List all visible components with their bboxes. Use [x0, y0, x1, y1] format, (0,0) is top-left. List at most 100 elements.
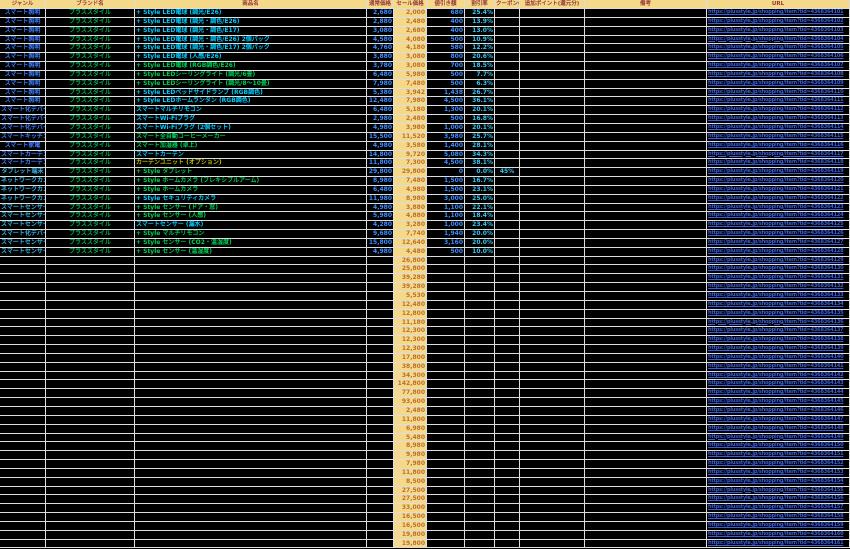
brand-cell[interactable]: プラススタイル [46, 70, 135, 80]
discount-amount-cell[interactable]: 4,500 [427, 159, 465, 169]
discount-rate-cell[interactable]: 13.0% [465, 26, 495, 36]
discount-amount-cell[interactable] [427, 513, 465, 522]
coupon-cell[interactable] [495, 495, 520, 505]
column-header-discount-rate[interactable]: 割引率 [465, 0, 495, 9]
genre-cell[interactable] [0, 398, 46, 407]
coupon-cell[interactable] [495, 398, 520, 407]
url-link[interactable]: https://plusstyle.jp/shopping/item?tid=4… [707, 336, 850, 346]
genre-cell[interactable]: スマート照明 [0, 26, 46, 36]
regular-price-cell[interactable]: 6,480 [367, 185, 394, 195]
points-cell[interactable] [520, 477, 585, 487]
sale-price-cell[interactable]: 26,800 [394, 256, 427, 266]
product-name-cell[interactable] [135, 371, 367, 381]
url-link[interactable]: https://plusstyle.jp/shopping/item?tid=4… [707, 318, 850, 328]
brand-cell[interactable] [46, 318, 135, 328]
regular-price-cell[interactable] [367, 292, 394, 301]
points-cell[interactable] [520, 17, 585, 27]
product-name-cell[interactable]: + Style LEDシーリングライト (調光/6畳) [135, 70, 367, 80]
regular-price-cell[interactable]: 4,760 [367, 44, 394, 54]
discount-rate-cell[interactable] [465, 477, 495, 487]
column-header-product-name[interactable]: 商品名 [135, 0, 367, 9]
brand-cell[interactable] [46, 371, 135, 381]
regular-price-cell[interactable]: 11,800 [367, 159, 394, 169]
points-cell[interactable] [520, 53, 585, 63]
url-link[interactable]: https://plusstyle.jp/shopping/item?tid=4… [707, 406, 850, 416]
coupon-cell[interactable] [495, 504, 520, 514]
brand-cell[interactable]: プラススタイル [46, 88, 135, 98]
url-link[interactable]: https://plusstyle.jp/shopping/item?tid=4… [707, 221, 850, 231]
regular-price-cell[interactable]: 12,480 [367, 97, 394, 107]
note-cell[interactable] [585, 106, 707, 116]
product-name-cell[interactable]: スマートカーテン [135, 150, 367, 160]
brand-cell[interactable]: プラススタイル [46, 106, 135, 116]
discount-amount-cell[interactable] [427, 292, 465, 301]
points-cell[interactable] [520, 530, 585, 540]
regular-price-cell[interactable] [367, 504, 394, 514]
discount-rate-cell[interactable] [465, 415, 495, 425]
note-cell[interactable] [585, 79, 707, 89]
discount-amount-cell[interactable]: 1,400 [427, 141, 465, 151]
coupon-cell[interactable] [495, 415, 520, 425]
note-cell[interactable] [585, 185, 707, 195]
genre-cell[interactable]: スマート化デバイス [0, 106, 46, 116]
brand-cell[interactable] [46, 300, 135, 310]
note-cell[interactable] [585, 177, 707, 186]
note-cell[interactable] [585, 44, 707, 54]
discount-rate-cell[interactable] [465, 336, 495, 346]
sale-price-cell[interactable]: 12,640 [394, 238, 427, 248]
genre-cell[interactable] [0, 309, 46, 319]
sale-price-cell[interactable]: 8,980 [394, 194, 427, 204]
note-cell[interactable] [585, 398, 707, 407]
url-link[interactable]: https://plusstyle.jp/shopping/item?tid=4… [707, 283, 850, 292]
url-link[interactable]: https://plusstyle.jp/shopping/item?tid=4… [707, 468, 850, 478]
regular-price-cell[interactable] [367, 433, 394, 443]
points-cell[interactable] [520, 44, 585, 54]
discount-amount-cell[interactable] [427, 274, 465, 284]
url-link[interactable]: https://plusstyle.jp/shopping/item?tid=4… [707, 486, 850, 496]
coupon-cell[interactable] [495, 141, 520, 151]
note-cell[interactable] [585, 221, 707, 231]
product-name-cell[interactable]: + Style センサー (ドア・窓) [135, 203, 367, 213]
sale-price-cell[interactable]: 7,300 [394, 159, 427, 169]
coupon-cell[interactable] [495, 70, 520, 80]
discount-rate-cell[interactable]: 13.9% [465, 17, 495, 27]
product-name-cell[interactable]: カーテンユニット (オプション) [135, 159, 367, 169]
discount-rate-cell[interactable] [465, 309, 495, 319]
sale-price-cell[interactable]: 5,530 [394, 292, 427, 301]
discount-rate-cell[interactable]: 16.8% [465, 115, 495, 124]
discount-amount-cell[interactable]: 800 [427, 53, 465, 63]
product-name-cell[interactable] [135, 477, 367, 487]
discount-rate-cell[interactable] [465, 539, 495, 549]
product-name-cell[interactable] [135, 460, 367, 469]
brand-cell[interactable] [46, 362, 135, 372]
url-link[interactable]: https://plusstyle.jp/shopping/item?tid=4… [707, 521, 850, 531]
points-cell[interactable] [520, 35, 585, 45]
note-cell[interactable] [585, 62, 707, 71]
genre-cell[interactable] [0, 380, 46, 390]
url-link[interactable]: https://plusstyle.jp/shopping/item?tid=4… [707, 371, 850, 381]
brand-cell[interactable] [46, 292, 135, 301]
url-link[interactable]: https://plusstyle.jp/shopping/item?tid=4… [707, 504, 850, 514]
brand-cell[interactable] [46, 283, 135, 292]
note-cell[interactable] [585, 168, 707, 178]
genre-cell[interactable] [0, 486, 46, 496]
brand-cell[interactable] [46, 486, 135, 496]
points-cell[interactable] [520, 353, 585, 363]
regular-price-cell[interactable]: 9,680 [367, 230, 394, 239]
discount-amount-cell[interactable] [427, 530, 465, 540]
points-cell[interactable] [520, 26, 585, 36]
genre-cell[interactable]: ネットワークカメラ [0, 194, 46, 204]
product-name-cell[interactable] [135, 300, 367, 310]
regular-price-cell[interactable] [367, 353, 394, 363]
brand-cell[interactable] [46, 468, 135, 478]
brand-cell[interactable] [46, 336, 135, 346]
discount-amount-cell[interactable] [427, 477, 465, 487]
url-link[interactable]: https://plusstyle.jp/shopping/item?tid=4… [707, 168, 850, 178]
url-link[interactable]: https://plusstyle.jp/shopping/item?tid=4… [707, 300, 850, 310]
regular-price-cell[interactable] [367, 274, 394, 284]
sale-price-cell[interactable]: 5,480 [394, 433, 427, 443]
genre-cell[interactable]: スマートキッチン [0, 132, 46, 142]
genre-cell[interactable] [0, 353, 46, 363]
genre-cell[interactable]: スマートセンサー [0, 203, 46, 213]
product-name-cell[interactable]: スマートセンサー (漏水) [135, 221, 367, 231]
